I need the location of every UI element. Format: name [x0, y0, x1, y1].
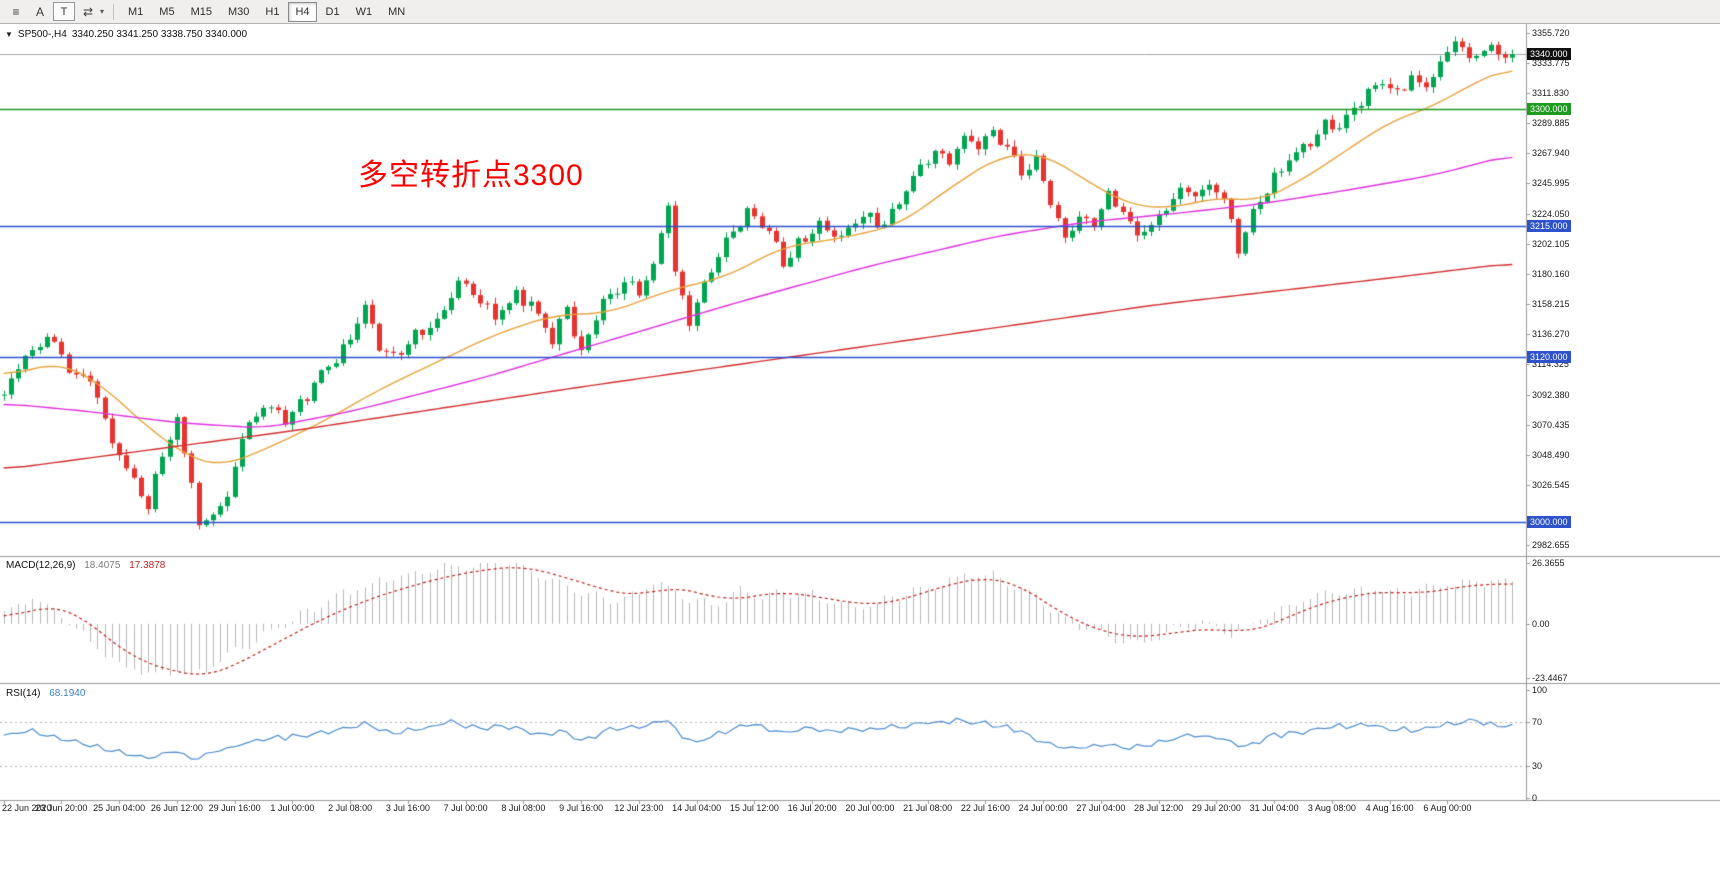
- rsi-indicator-label: RSI(14) 68.1940: [6, 688, 91, 699]
- time-axis-label: 1 Jul 00:00: [270, 803, 315, 813]
- ohlc-values-text: 3340.250 3341.250 3338.750 3340.000: [71, 29, 248, 40]
- collapse-caret-icon[interactable]: ▼: [5, 30, 13, 39]
- time-axis-label: 29 Jul 20:00: [1191, 803, 1241, 813]
- dropdown-caret-icon[interactable]: ▾: [100, 7, 105, 16]
- timeframe-button-M15[interactable]: M15: [190, 5, 212, 18]
- chart-annotation-text[interactable]: 多空转折点3300: [358, 159, 584, 192]
- time-axis-label: 21 Jul 08:00: [903, 803, 953, 813]
- time-axis-label: 24 Jul 00:00: [1018, 803, 1068, 813]
- time-axis-label: 25 Jun 04:00: [93, 803, 146, 813]
- time-axis-label: 16 Jul 20:00: [787, 803, 837, 813]
- time-axis-label: 12 Jul 23:00: [614, 803, 664, 813]
- time-axis-label: 3 Aug 08:00: [1307, 803, 1356, 813]
- time-axis-label: 23 Jun 20:00: [35, 803, 88, 813]
- rsi-value: 68.1940: [49, 688, 86, 699]
- time-axis-label: 7 Jul 00:00: [443, 803, 488, 813]
- macd-indicator-label: MACD(12,26,9) 18.4075 17.3878: [6, 560, 171, 571]
- timeframe-button-group: M1 M5 M15 M30 H1 H4 D1 W1 MN: [120, 1, 413, 22]
- time-axis-label: 14 Jul 04:00: [672, 803, 722, 813]
- timeframe-button-M1[interactable]: M1: [128, 5, 144, 18]
- chart-symbol-label: ▼ SP500-,H4 3340.250 3341.250 3338.750 3…: [5, 29, 247, 40]
- time-axis-label: 4 Aug 16:00: [1365, 803, 1414, 813]
- time-axis-label: 3 Jul 16:00: [385, 803, 430, 813]
- timeframe-button-M30[interactable]: M30: [227, 5, 250, 18]
- toolbar-separator: [113, 3, 115, 20]
- timeframe-button-M5[interactable]: M5: [159, 5, 175, 18]
- cursor-mode-tool-button[interactable]: ⇄: [82, 4, 94, 19]
- time-axis-label: 2 Jul 08:00: [328, 803, 373, 813]
- time-axis-label: 28 Jul 12:00: [1134, 803, 1184, 813]
- time-axis: 22 Jun 2020 23 Jun 20:00 25 Jun 04:00 26 Ju…: [0, 803, 1720, 817]
- time-axis-label: 27 Jul 04:00: [1076, 803, 1126, 813]
- toolbars-grip-button[interactable]: ≡: [12, 4, 20, 19]
- time-axis-label: 26 Jun 12:00: [150, 803, 203, 813]
- timeframe-button-D1[interactable]: D1: [325, 5, 340, 18]
- time-axis-label: 6 Aug 00:00: [1423, 803, 1472, 813]
- time-axis-label: 8 Jul 08:00: [501, 803, 546, 813]
- macd-main-value: 18.4075: [84, 560, 121, 571]
- text-label-tool-button[interactable]: A: [35, 4, 44, 19]
- time-axis-label: 29 Jun 16:00: [208, 803, 261, 813]
- symbol-timeframe-text: SP500-,H4: [17, 29, 67, 40]
- time-axis-label: 9 Jul 16:00: [559, 803, 604, 813]
- timeframe-button-W1[interactable]: W1: [355, 5, 373, 18]
- rsi-name: RSI(14): [6, 688, 41, 699]
- timeframe-button-H1[interactable]: H1: [265, 5, 280, 18]
- time-axis-label: 31 Jul 04:00: [1249, 803, 1299, 813]
- time-axis-label: 15 Jul 12:00: [729, 803, 779, 813]
- drawing-tools-group: ≡ A T ⇄ ▾: [4, 1, 107, 22]
- time-axis-label: 22 Jul 16:00: [960, 803, 1010, 813]
- macd-signal-value: 17.3878: [129, 560, 166, 571]
- macd-name: MACD(12,26,9): [6, 560, 76, 571]
- timeframe-button-MN[interactable]: MN: [388, 5, 406, 18]
- time-axis-label: 22 Jun 2020: [2, 803, 52, 813]
- time-axis-label: 20 Jul 00:00: [845, 803, 895, 813]
- timeframe-button-H4[interactable]: H4: [288, 1, 317, 22]
- text-tool-button[interactable]: T: [53, 2, 75, 21]
- toolbar: ≡ A T ⇄ ▾ M1 M5 M15 M30 H1 H4 D1 W1 MN: [0, 0, 1720, 24]
